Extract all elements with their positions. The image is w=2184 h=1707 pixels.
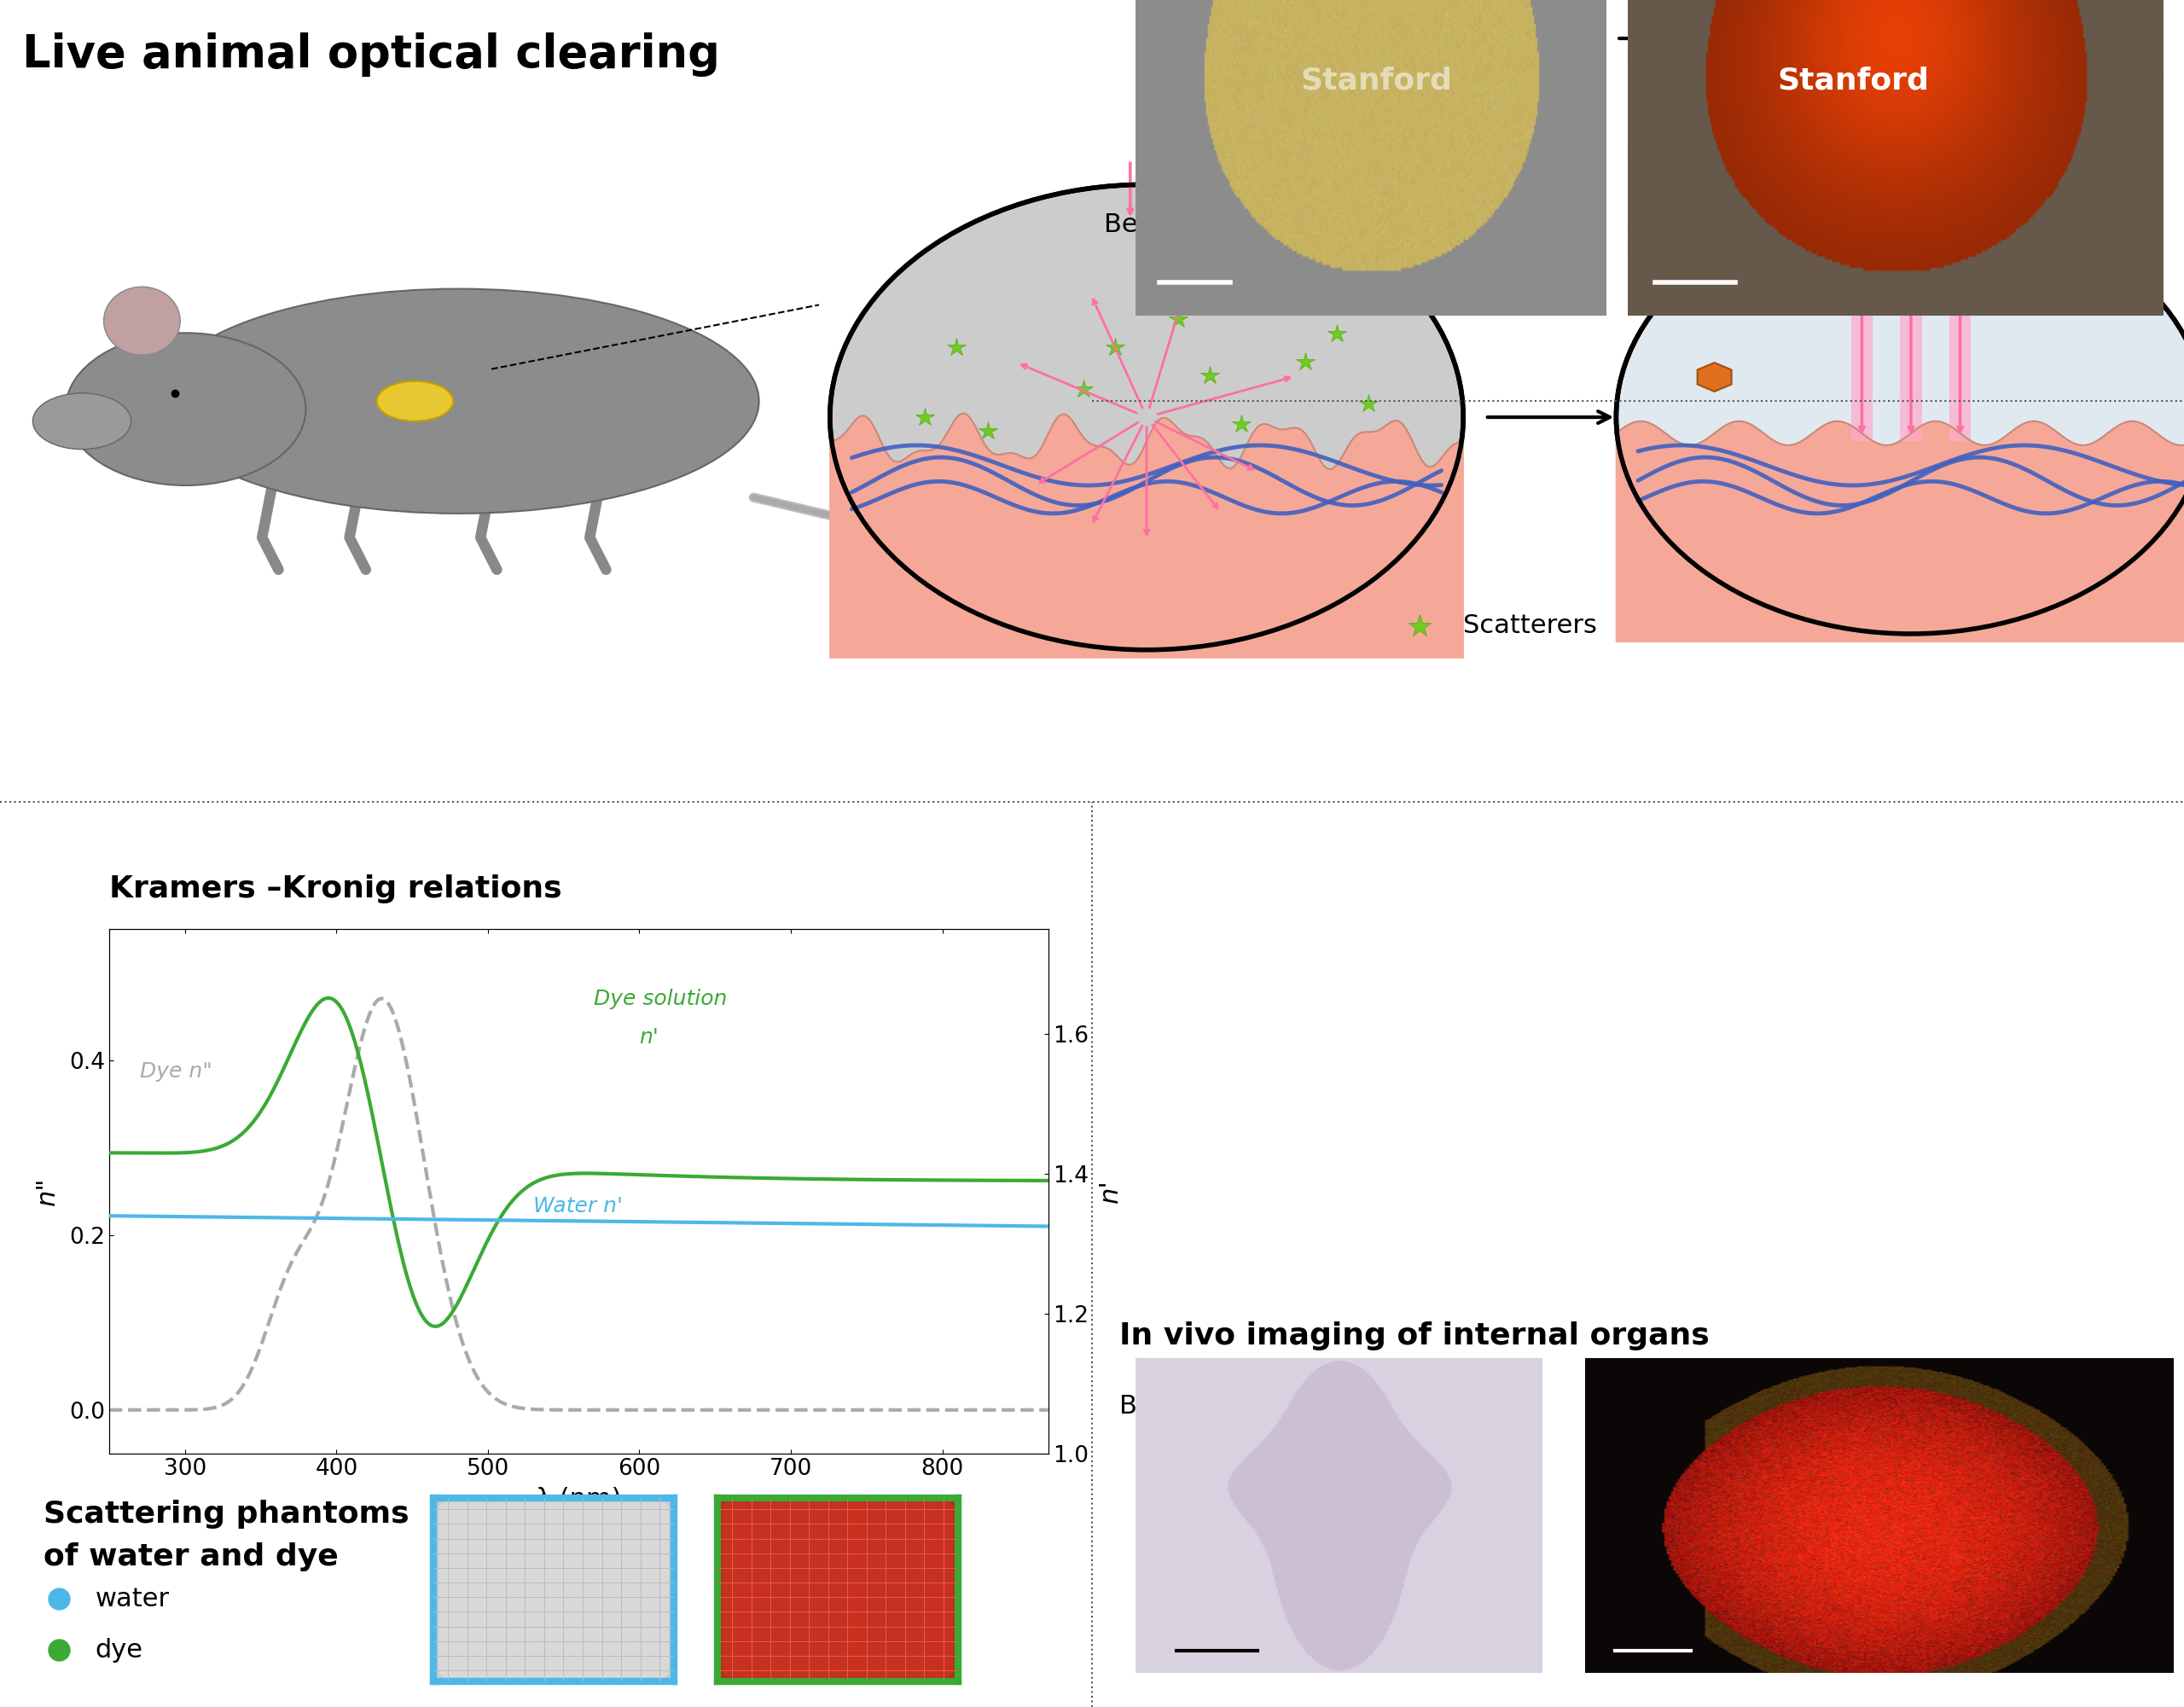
- Text: Stanford: Stanford: [1778, 67, 1928, 96]
- Text: After: After: [1880, 227, 1942, 251]
- FancyBboxPatch shape: [1852, 200, 1872, 440]
- Text: Scatterers: Scatterers: [1463, 613, 1597, 638]
- Text: Kramers –Kronig relations: Kramers –Kronig relations: [109, 874, 561, 903]
- Polygon shape: [830, 413, 1463, 657]
- FancyBboxPatch shape: [439, 1502, 668, 1678]
- FancyBboxPatch shape: [723, 1502, 952, 1678]
- Ellipse shape: [105, 287, 179, 355]
- X-axis label: λ (nm): λ (nm): [535, 1487, 622, 1512]
- Text: Stanford: Stanford: [1299, 67, 1452, 96]
- Text: Water n': Water n': [533, 1197, 622, 1217]
- Ellipse shape: [376, 381, 454, 422]
- Y-axis label: n": n": [35, 1178, 59, 1205]
- FancyBboxPatch shape: [1900, 200, 1922, 440]
- Circle shape: [830, 184, 1463, 650]
- Text: dye: dye: [96, 1637, 142, 1663]
- Polygon shape: [1616, 422, 2184, 642]
- Circle shape: [1616, 200, 2184, 633]
- Text: Scattering phantoms: Scattering phantoms: [44, 1499, 408, 1528]
- FancyBboxPatch shape: [1948, 200, 1970, 440]
- Text: Before: Before: [1105, 212, 1188, 237]
- Text: Dye n": Dye n": [140, 1062, 212, 1082]
- Text: After: After: [1682, 1395, 1743, 1419]
- Text: n': n': [640, 1028, 660, 1048]
- Text: Live animal optical clearing: Live animal optical clearing: [22, 32, 719, 77]
- Text: Before: Before: [1118, 1395, 1203, 1419]
- Ellipse shape: [33, 393, 131, 449]
- Text: of water and dye: of water and dye: [44, 1541, 339, 1570]
- Text: Dye solution: Dye solution: [594, 988, 727, 1009]
- Y-axis label: n': n': [1099, 1180, 1123, 1203]
- Ellipse shape: [66, 333, 306, 485]
- Text: In vivo imaging of internal organs: In vivo imaging of internal organs: [1118, 1321, 1710, 1350]
- Text: water: water: [96, 1586, 170, 1611]
- Ellipse shape: [159, 288, 760, 514]
